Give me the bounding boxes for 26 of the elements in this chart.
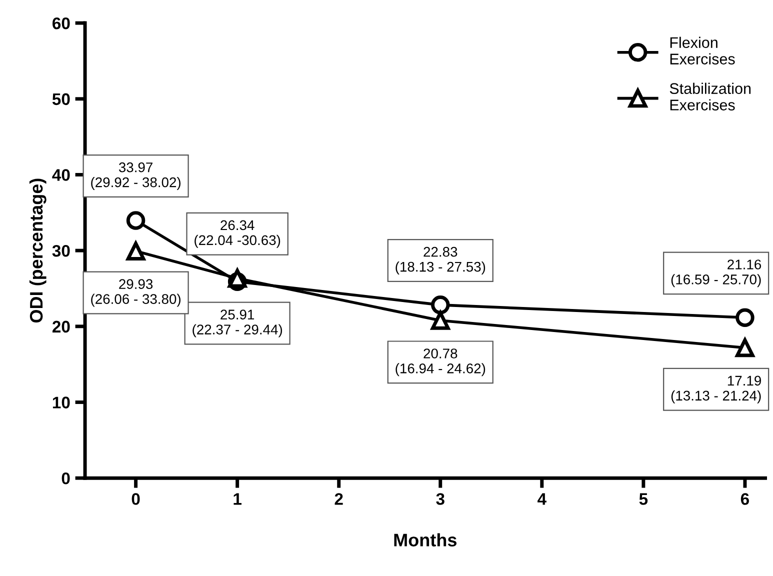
data-label: 26.34 (22.04 -30.63) [194, 220, 280, 248]
data-label: 21.16 (16.59 - 25.70) [671, 260, 762, 288]
legend-label: Flexion Exercises [670, 36, 735, 64]
y-tick-label: 30 [52, 244, 70, 257]
x-tick-label: 0 [132, 493, 140, 505]
y-tick-label: 20 [52, 320, 70, 333]
data-label: 20.78 (16.94 - 24.62) [396, 348, 486, 376]
data-label: 17.19 (13.13 - 21.24) [671, 376, 761, 404]
data-label: 25.91 (22.37 - 29.44) [192, 310, 282, 338]
x-axis-title: Months [394, 533, 457, 546]
y-tick-label: 10 [52, 396, 70, 408]
y-tick-label: 0 [62, 472, 70, 484]
x-tick-label: 6 [740, 493, 749, 505]
y-tick-label: 50 [52, 93, 70, 106]
data-label: 29.93 (26.06 - 33.80) [91, 279, 180, 307]
x-tick-label: 2 [334, 493, 343, 505]
y-axis-title: ODI (percentage) [29, 178, 46, 323]
legend-label: Stabilization Exercises [670, 82, 751, 110]
y-tick-label: 60 [52, 17, 70, 30]
data-label: 22.83 (18.13 - 27.53) [396, 246, 486, 274]
data-label: 33.97 (29.92 - 38.02) [91, 162, 180, 190]
x-tick-label: 3 [436, 493, 444, 505]
y-tick-label: 40 [52, 169, 70, 181]
x-tick-label: 1 [234, 493, 242, 505]
x-tick-label: 5 [639, 493, 648, 505]
x-tick-label: 4 [538, 493, 546, 505]
